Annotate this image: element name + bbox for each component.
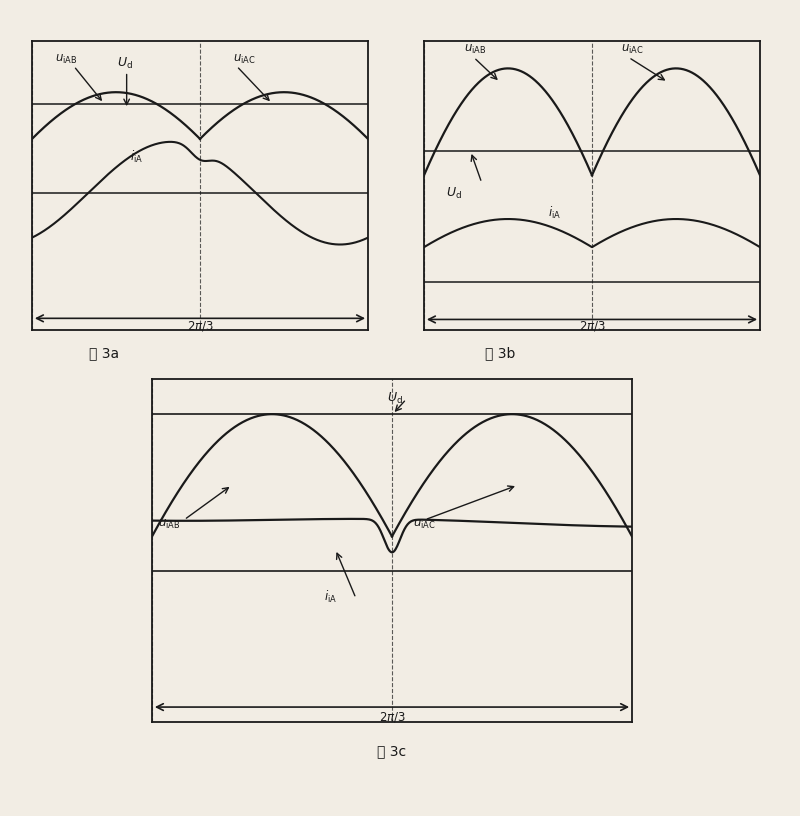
Text: $i_\mathrm{iA}$: $i_\mathrm{iA}$ bbox=[130, 149, 143, 165]
Text: $U_\mathrm{d}$: $U_\mathrm{d}$ bbox=[387, 391, 403, 406]
Text: $2\pi/3$: $2\pi/3$ bbox=[378, 710, 406, 724]
Text: $U_\mathrm{d}$: $U_\mathrm{d}$ bbox=[117, 56, 133, 71]
Text: $u_\mathrm{iAC}$: $u_\mathrm{iAC}$ bbox=[621, 42, 643, 56]
Text: $i_\mathrm{iA}$: $i_\mathrm{iA}$ bbox=[324, 589, 337, 605]
Text: $u_\mathrm{iAB}$: $u_\mathrm{iAB}$ bbox=[54, 53, 77, 66]
Text: $u_\mathrm{iAC}$: $u_\mathrm{iAC}$ bbox=[234, 53, 256, 66]
Text: $u_\mathrm{iAC}$: $u_\mathrm{iAC}$ bbox=[414, 518, 436, 531]
Text: $u_\mathrm{iAB}$: $u_\mathrm{iAB}$ bbox=[464, 42, 486, 56]
Text: 图 3c: 图 3c bbox=[378, 744, 406, 758]
Text: $i_\mathrm{iA}$: $i_\mathrm{iA}$ bbox=[548, 206, 562, 221]
Text: 图 3a: 图 3a bbox=[89, 347, 119, 361]
Text: $2\pi/3$: $2\pi/3$ bbox=[578, 318, 606, 333]
Text: $U_\mathrm{d}$: $U_\mathrm{d}$ bbox=[446, 186, 462, 201]
Text: 图 3b: 图 3b bbox=[485, 347, 515, 361]
Text: $u_\mathrm{iAB}$: $u_\mathrm{iAB}$ bbox=[158, 518, 180, 531]
Text: $2\pi/3$: $2\pi/3$ bbox=[186, 319, 214, 333]
